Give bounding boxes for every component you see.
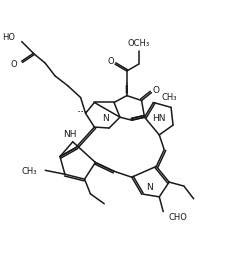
- Text: O: O: [108, 57, 114, 66]
- Text: HN: HN: [153, 114, 166, 123]
- Text: O: O: [10, 60, 17, 69]
- Text: NH: NH: [63, 131, 77, 139]
- Text: OCH₃: OCH₃: [127, 39, 150, 48]
- Text: HO: HO: [2, 33, 15, 42]
- Text: O: O: [153, 86, 160, 95]
- Text: N: N: [102, 114, 109, 123]
- Text: ···: ···: [76, 106, 89, 119]
- Text: CH₃: CH₃: [161, 93, 177, 102]
- Text: CHO: CHO: [168, 213, 187, 222]
- Text: CH₃: CH₃: [22, 167, 37, 176]
- Text: N: N: [146, 183, 153, 192]
